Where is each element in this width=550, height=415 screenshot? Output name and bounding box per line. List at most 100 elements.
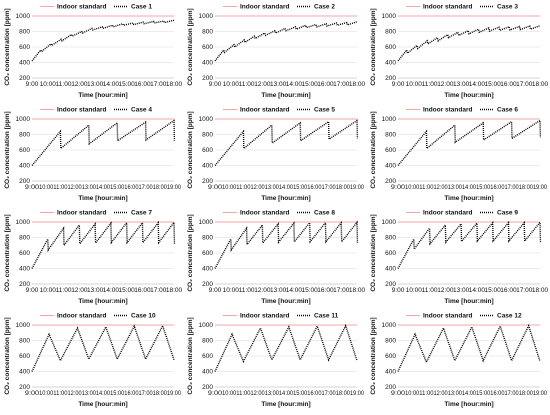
x-tick-label: 15:00 (302, 81, 319, 88)
x-tick-label: 14:00 (103, 81, 120, 88)
y-axis-label: CO₂ concentration [ppm] (4, 111, 11, 188)
x-tick-label: 11:00 (56, 287, 72, 294)
legend-case-label: Case 11 (314, 313, 339, 320)
x-tick-label: 13:00 (265, 390, 280, 397)
x-tick-label: 11:00 (53, 184, 68, 191)
x-axis-label: Time [hour:min] (78, 298, 127, 305)
x-tick-label: 10:00 (405, 184, 420, 191)
y-tick-label: 200 (202, 384, 213, 391)
chart-svg: 200 400 600 800 1000 9:00 10:00 11:00 12:00 13:00… (370, 313, 547, 409)
x-tick-label: 11:00 (239, 81, 255, 88)
chart-panel: 200 400 600 800 1000 9:00 10:00 11:00 12:00 13:00… (368, 105, 548, 207)
x-tick-label: 14:00 (96, 184, 111, 191)
x-tick-label: 9:00 (391, 390, 406, 397)
x-tick-label: 17:00 (505, 184, 520, 191)
y-axis-label: CO₂ concentration [ppm] (4, 317, 11, 394)
x-tick-label: 9:00 (25, 390, 40, 397)
x-tick-label: 16:00 (124, 390, 139, 397)
y-tick-label: 800 (385, 29, 396, 36)
x-tick-label: 10:00 (40, 81, 57, 88)
y-tick-label: 400 (19, 163, 30, 170)
x-tick-label: 11:00 (419, 184, 434, 191)
case-series-line (397, 119, 542, 166)
x-tick-label: 9:00 (208, 390, 223, 397)
chart-svg: 200 400 600 800 1000 9:00 10:00 11:00 12:00 13:00… (187, 313, 365, 409)
legend-standard-label: Indoor standard (423, 210, 473, 217)
legend-case-label: Case 3 (497, 4, 518, 11)
chart-panel: 200 400 600 800 1000 9:00 10:00 11:00 12:00 13:00… (368, 311, 548, 413)
y-tick-label: 200 (385, 75, 396, 82)
x-axis-label: Time [hour:min] (444, 92, 493, 99)
x-tick-label: 11:00 (53, 390, 68, 397)
x-tick-label: 12:00 (71, 287, 88, 294)
y-tick-label: 1000 (16, 116, 31, 123)
legend-case-label: Case 5 (314, 107, 335, 114)
chart-svg: 200 400 600 800 1000 9:00 10:00 11:00 12:00 13:00… (370, 107, 547, 203)
y-tick-label: 200 (385, 178, 396, 185)
y-tick-label: 800 (19, 235, 30, 242)
x-tick-label: 16:00 (317, 81, 334, 88)
x-tick-label: 16:00 (317, 287, 334, 294)
x-tick-label: 10:00 (223, 81, 240, 88)
x-tick-label: 18:00 (166, 287, 183, 294)
legend-case-label: Case 8 (314, 210, 335, 217)
y-tick-label: 1000 (382, 322, 397, 329)
x-axis-label: Time [hour:min] (261, 195, 310, 202)
y-axis-label: CO₂ concentration [ppm] (4, 8, 11, 85)
legend-standard-label: Indoor standard (423, 107, 473, 114)
x-axis-label: Time [hour:min] (261, 401, 310, 408)
x-tick-label: 14:00 (279, 184, 294, 191)
x-tick-label: 17:00 (150, 287, 167, 294)
x-axis-label: Time [hour:min] (78, 195, 127, 202)
x-tick-label: 13:00 (448, 390, 463, 397)
legend-standard-label: Indoor standard (57, 107, 107, 114)
x-tick-label: 14:00 (469, 81, 486, 88)
x-tick-label: 13:00 (87, 81, 104, 88)
x-tick-label: 17:00 (333, 287, 350, 294)
y-tick-label: 1000 (16, 219, 31, 226)
x-tick-label: 13:00 (270, 81, 287, 88)
chart-panel: 200 400 600 800 1000 9:00 10:00 11:00 12:00 13:00… (368, 208, 549, 310)
x-tick-label: 17:00 (139, 184, 154, 191)
x-tick-label: 13:00 (448, 184, 463, 191)
legend-standard-label: Indoor standard (240, 4, 290, 11)
chart-svg: 200 400 600 800 1000 9:00 10:00 11:00 12:00 13:00… (187, 4, 366, 100)
y-tick-label: 600 (385, 250, 396, 257)
x-tick-label: 19:00 (350, 390, 365, 397)
y-axis-label: CO₂ concentration [ppm] (4, 214, 11, 291)
x-tick-label: 12:00 (68, 184, 83, 191)
x-tick-label: 12:00 (434, 390, 449, 397)
y-tick-label: 1000 (382, 219, 397, 226)
x-tick-label: 12:00 (251, 184, 266, 191)
x-tick-label: 11:00 (56, 81, 72, 88)
x-tick-label: 16:00 (500, 81, 517, 88)
x-tick-label: 18:00 (519, 184, 534, 191)
y-tick-label: 800 (19, 29, 30, 36)
case-series-line (31, 323, 175, 372)
x-tick-label: 17:00 (333, 81, 350, 88)
y-tick-label: 800 (385, 235, 396, 242)
x-tick-label: 12:00 (251, 390, 266, 397)
x-tick-label: 15:00 (119, 81, 136, 88)
x-tick-label: 15:00 (119, 287, 136, 294)
legend-case-label: Case 9 (497, 210, 518, 217)
x-tick-label: 12:00 (434, 184, 449, 191)
x-tick-label: 9:00 (392, 81, 405, 88)
x-tick-label: 10:00 (222, 390, 237, 397)
y-tick-label: 600 (19, 353, 30, 360)
y-tick-label: 400 (202, 266, 213, 273)
x-tick-label: 17:00 (505, 390, 520, 397)
chart-svg: 200 400 600 800 1000 9:00 10:00 11:00 12:00 13:00… (4, 313, 181, 409)
x-tick-label: 18:00 (519, 390, 534, 397)
x-tick-label: 16:00 (307, 390, 322, 397)
x-tick-label: 17:00 (150, 81, 167, 88)
legend-case-label: Case 7 (131, 210, 152, 217)
y-tick-label: 400 (385, 266, 396, 273)
chart-panel: 200 400 600 800 1000 9:00 10:00 11:00 12:00 13:00… (2, 311, 182, 413)
y-axis-label: CO₂ concentration [ppm] (187, 214, 194, 291)
y-tick-label: 800 (19, 132, 30, 139)
x-tick-label: 18:00 (336, 184, 351, 191)
x-tick-label: 11:00 (236, 184, 251, 191)
x-tick-label: 17:00 (322, 390, 337, 397)
case-series-line (31, 220, 176, 269)
